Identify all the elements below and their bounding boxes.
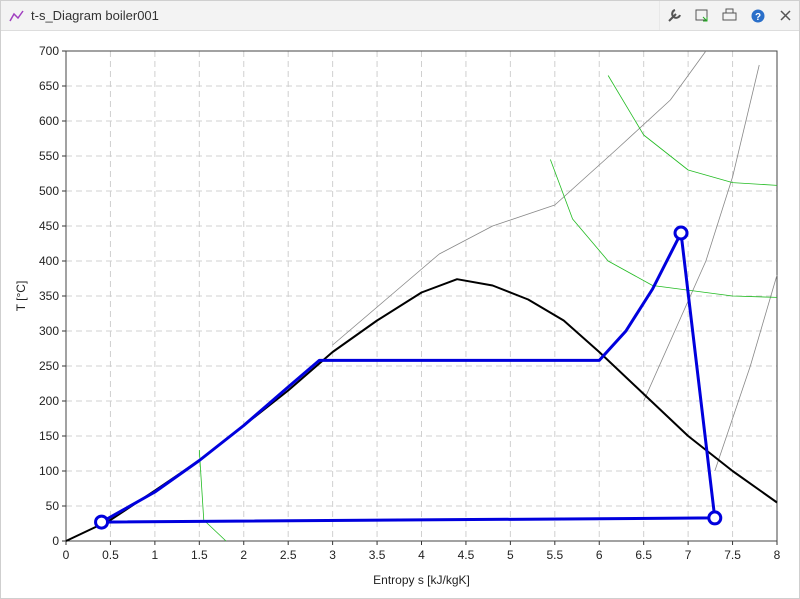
y-tick-label: 0 xyxy=(52,534,59,548)
plot-frame xyxy=(65,50,778,542)
x-axis-label: Entropy s [kJ/kgK] xyxy=(373,573,470,587)
svg-text:?: ? xyxy=(755,12,761,23)
window-title: t-s_Diagram boiler001 xyxy=(31,8,159,23)
x-tick-label: 4.5 xyxy=(458,548,475,562)
settings-button[interactable] xyxy=(668,9,681,22)
state-point xyxy=(707,510,723,526)
x-tick-label: 7.5 xyxy=(724,548,741,562)
curve xyxy=(198,449,227,542)
toolbar: ? xyxy=(659,1,791,30)
x-tick-label: 0.5 xyxy=(102,548,119,562)
y-tick-label: 650 xyxy=(39,79,59,93)
y-tick-label: 200 xyxy=(39,394,59,408)
x-tick-label: 6 xyxy=(596,548,603,562)
x-tick-label: 1 xyxy=(152,548,159,562)
x-tick-label: 1.5 xyxy=(191,548,208,562)
x-tick-label: 3 xyxy=(329,548,336,562)
curve xyxy=(643,64,760,402)
state-point xyxy=(94,514,110,530)
curve xyxy=(714,274,778,472)
curve xyxy=(332,50,707,346)
x-tick-label: 2.5 xyxy=(280,548,297,562)
y-tick-label: 150 xyxy=(39,429,59,443)
x-tick-label: 0 xyxy=(63,548,70,562)
x-tick-label: 6.5 xyxy=(635,548,652,562)
y-tick-label: 450 xyxy=(39,219,59,233)
state-point xyxy=(673,225,689,241)
help-button[interactable]: ? xyxy=(751,9,765,24)
y-tick-label: 400 xyxy=(39,254,59,268)
chart: 0501001502002503003504004505005506006507… xyxy=(14,44,781,587)
y-tick-label: 550 xyxy=(39,149,59,163)
x-tick-label: 5.5 xyxy=(546,548,563,562)
x-tick-label: 7 xyxy=(685,548,692,562)
x-tick-label: 5 xyxy=(507,548,514,562)
y-axis-label: T [°C] xyxy=(14,281,28,312)
y-tick-label: 50 xyxy=(46,499,60,513)
x-tick-label: 3.5 xyxy=(369,548,386,562)
y-tick-label: 500 xyxy=(39,184,59,198)
y-tick-label: 300 xyxy=(39,324,59,338)
curve xyxy=(607,75,778,186)
print-button[interactable] xyxy=(722,8,737,21)
close-button[interactable] xyxy=(780,10,791,21)
y-tick-label: 700 xyxy=(39,44,59,58)
app-icon xyxy=(9,10,24,22)
y-tick-label: 100 xyxy=(39,464,59,478)
x-tick-label: 2 xyxy=(240,548,247,562)
title-bar: t-s_Diagram boiler001 ? xyxy=(1,1,799,31)
y-tick-label: 350 xyxy=(39,289,59,303)
y-tick-label: 600 xyxy=(39,114,59,128)
export-button[interactable] xyxy=(695,9,708,22)
x-tick-label: 4 xyxy=(418,548,425,562)
curve xyxy=(549,159,778,298)
x-tick-label: 8 xyxy=(774,548,781,562)
y-tick-label: 250 xyxy=(39,359,59,373)
curve xyxy=(100,231,717,524)
